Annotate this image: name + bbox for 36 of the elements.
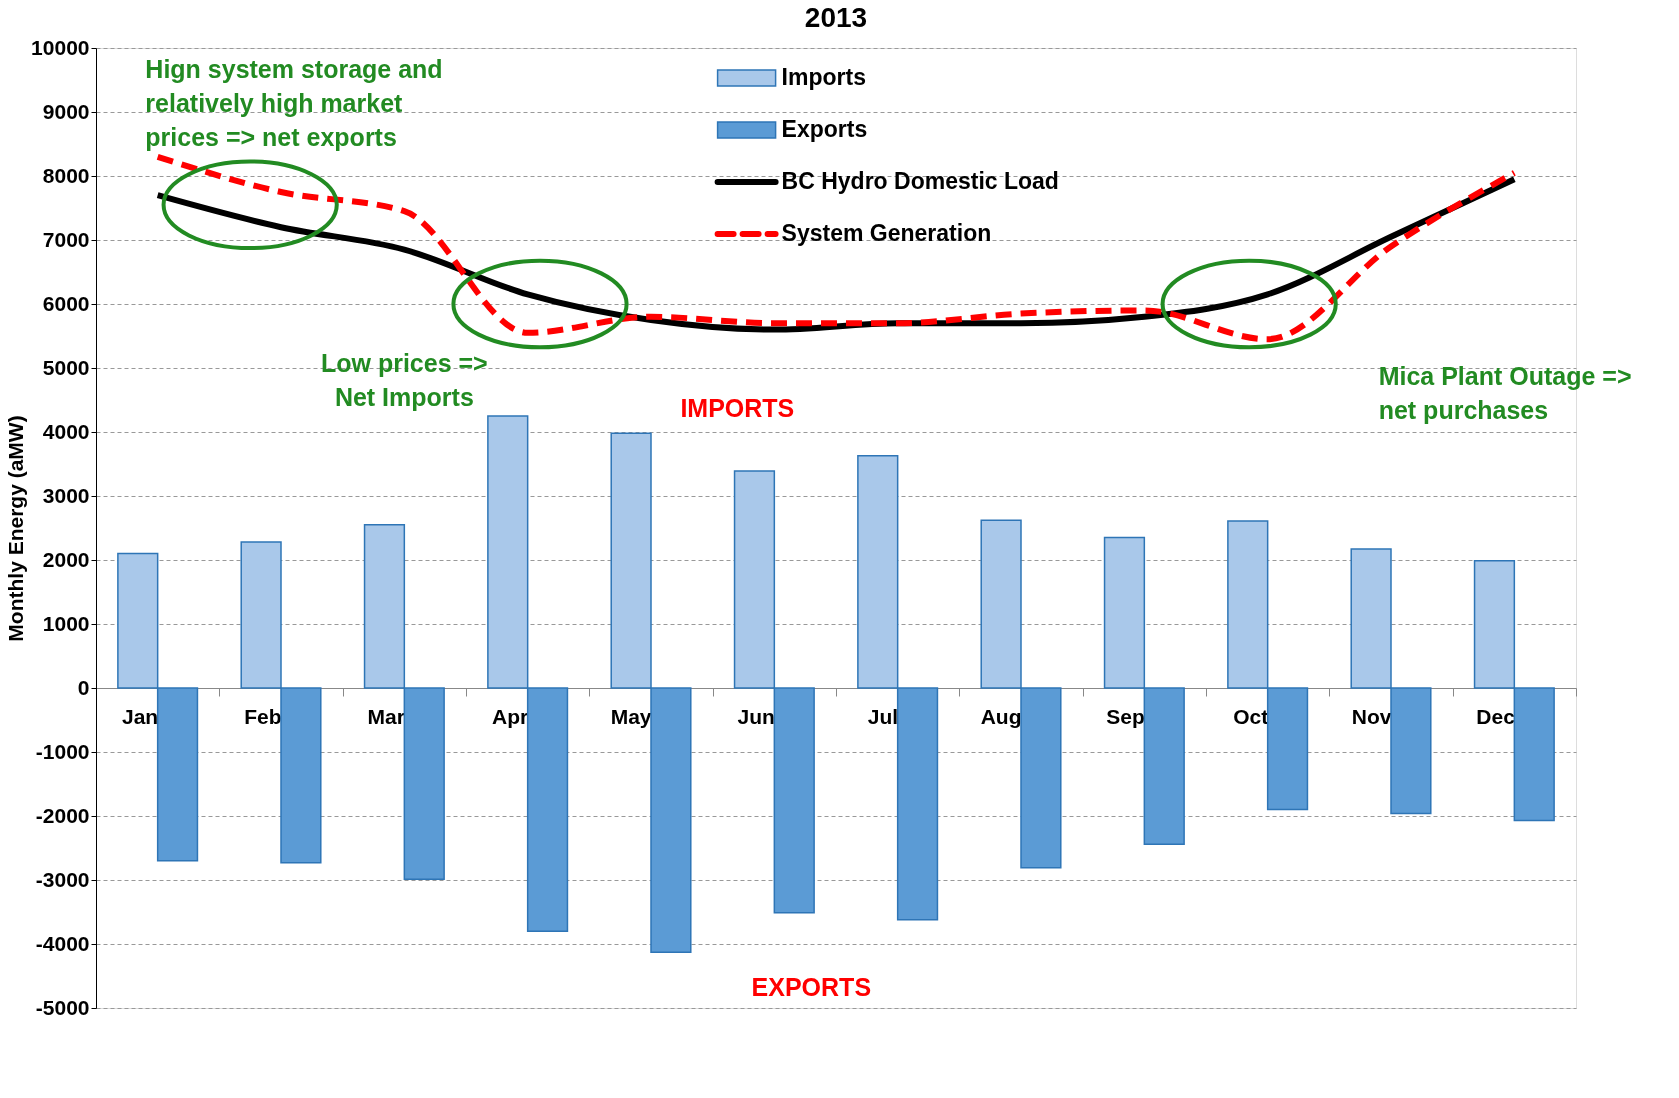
legend-label: Exports (781, 116, 868, 142)
x-tick-label: Jul (867, 704, 899, 728)
y-tick-label: -4000 (35, 931, 90, 955)
y-tick-label: -3000 (35, 867, 90, 891)
y-tick-label: 0 (77, 675, 90, 699)
y-tick-label: 7000 (42, 227, 90, 251)
y-tick-label: 2000 (42, 547, 90, 571)
legend-label: Imports (781, 64, 866, 90)
y-tick-label: 9000 (42, 99, 90, 123)
x-tick-label: Mar (367, 704, 405, 728)
y-tick-label: 4000 (42, 419, 90, 443)
y-tick-label: 6000 (42, 291, 90, 315)
x-tick-label: Aug (980, 704, 1022, 728)
x-tick-label: Apr (491, 704, 529, 728)
annotation: IMPORTS (680, 393, 795, 422)
y-tick-label: 3000 (42, 483, 90, 507)
legend-label: BC Hydro Domestic Load (781, 168, 1059, 194)
y-tick-label: -2000 (35, 803, 90, 827)
x-tick-label: Jun (737, 704, 775, 728)
y-tick-label: -1000 (35, 739, 90, 763)
y-axis-title: Monthly Energy (aMW) (4, 415, 28, 642)
annotation: EXPORTS (751, 973, 872, 1001)
y-tick-label: 5000 (42, 355, 90, 379)
x-tick-label: Oct (1233, 704, 1269, 728)
legend-label: System Generation (781, 220, 992, 246)
y-tick-label: 10000 (31, 35, 90, 59)
x-tick-label: Dec (1476, 704, 1516, 728)
y-tick-label: -5000 (35, 995, 90, 1019)
annotation: Mica Plant Outage => net purchases (1378, 361, 1632, 424)
y-tick-label: 8000 (42, 163, 90, 187)
chart-title: 2013 (804, 2, 868, 33)
y-tick-label: 1000 (42, 611, 90, 635)
x-tick-label: Jan (121, 704, 159, 728)
annotation: Low prices => Net Imports (320, 349, 488, 411)
x-tick-label: Sep (1106, 704, 1145, 728)
annotation: Hign system storage and relatively high market prices => net exports (145, 54, 443, 151)
